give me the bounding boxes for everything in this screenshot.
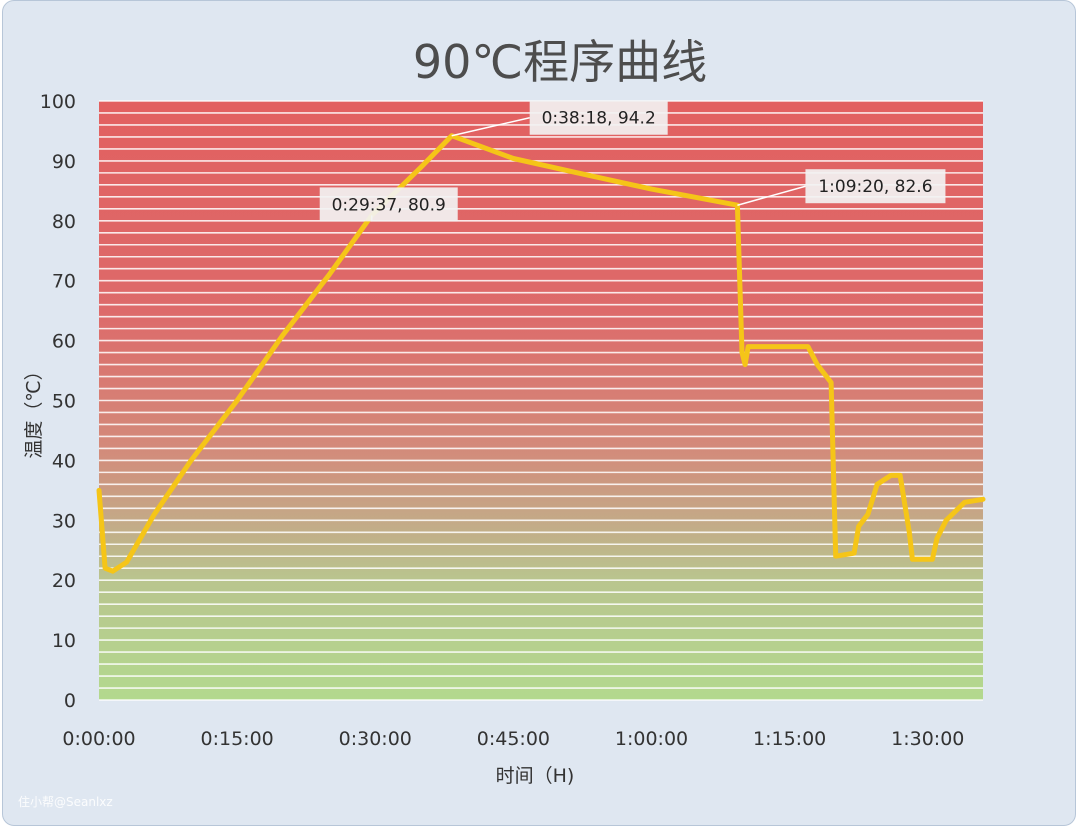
y-tick-label: 70	[52, 271, 76, 293]
y-tick-label: 30	[52, 510, 76, 532]
y-tick-label: 90	[52, 151, 76, 173]
annotation-leader	[451, 117, 530, 137]
x-axis-title: 时间（H)	[496, 765, 575, 787]
y-tick-label: 40	[52, 450, 76, 472]
y-axis-ticks: 0 10 20 30 40 50 60 70 80 90 100	[40, 91, 76, 712]
chart-title: 90℃程序曲线	[413, 35, 707, 89]
grid-stripes	[99, 100, 983, 701]
x-tick-label: 0:45:00	[477, 728, 550, 750]
x-axis-ticks: 0:00:00 0:15:00 0:30:00 0:45:00 1:00:00 1:15:…	[62, 728, 964, 750]
y-tick-label: 10	[52, 630, 76, 652]
series-layer	[96, 133, 986, 574]
y-axis-title: 温度（℃）	[23, 361, 45, 458]
annotation-box	[529, 100, 668, 135]
x-tick-label: 1:00:00	[615, 728, 688, 750]
annotation-box	[319, 187, 458, 222]
y-tick-label: 0	[64, 690, 76, 712]
y-tick-label: 100	[40, 91, 76, 113]
y-tick-label: 20	[52, 570, 76, 592]
x-tick-label: 0:30:00	[339, 728, 412, 750]
x-tick-label: 1:15:00	[753, 728, 826, 750]
x-tick-label: 1:30:00	[891, 728, 964, 750]
annotation-label: 0:38:18, 94.2	[542, 109, 656, 129]
annotation-label: 0:29:37, 80.9	[332, 195, 446, 215]
y-tick-label: 80	[52, 211, 76, 233]
annotation-label: 1:09:20, 82.6	[818, 177, 932, 197]
annotation-box	[805, 169, 946, 204]
y-tick-label: 60	[52, 331, 76, 353]
annotations: 0:29:37, 80.9 0:38:18, 94.2 1:09:20, 82.6	[319, 100, 946, 222]
watermark: 住小帮@Seanlxz	[18, 795, 113, 809]
y-tick-label: 50	[52, 391, 76, 413]
x-tick-label: 0:15:00	[201, 728, 274, 750]
annotation-leader	[737, 185, 806, 206]
x-tick-label: 0:00:00	[62, 728, 135, 750]
series-line	[96, 133, 986, 574]
